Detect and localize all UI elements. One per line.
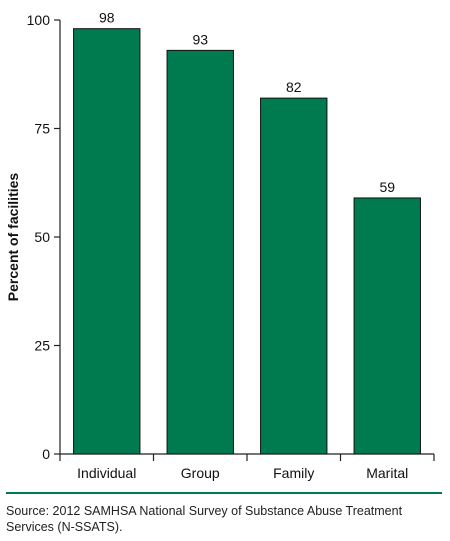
bar-chart: 0 25 50 75 100 98 Individual 93 Group 82 Family 59 M… <box>5 10 435 481</box>
x-tick-label: Family <box>273 465 314 481</box>
bar-family <box>260 97 328 455</box>
data-label: 98 <box>99 10 115 26</box>
chart-labels: 0 25 50 75 100 98 Individual 93 Group 82 Family 59 M… <box>27 10 409 481</box>
bar-individual <box>73 28 141 455</box>
source-note: Source: 2012 SAMHSA National Survey of S… <box>6 504 403 534</box>
source-divider <box>6 492 442 494</box>
x-tick-label: Individual <box>77 465 136 481</box>
y-tick-label: 50 <box>34 229 50 245</box>
y-tick-label: 75 <box>34 121 50 137</box>
y-tick-label: 0 <box>42 446 50 462</box>
bar-marital <box>353 197 421 455</box>
bar-group <box>166 49 234 455</box>
data-label: 93 <box>192 31 208 47</box>
bar-series <box>73 28 421 455</box>
x-tick-label: Marital <box>366 465 408 481</box>
y-tick-label: 25 <box>34 338 50 354</box>
y-tick-label: 100 <box>27 12 51 28</box>
data-label: 59 <box>379 179 395 195</box>
x-tick-label: Group <box>181 465 220 481</box>
data-label: 82 <box>286 79 302 95</box>
y-axis-title: Percent of facilities <box>5 173 21 302</box>
